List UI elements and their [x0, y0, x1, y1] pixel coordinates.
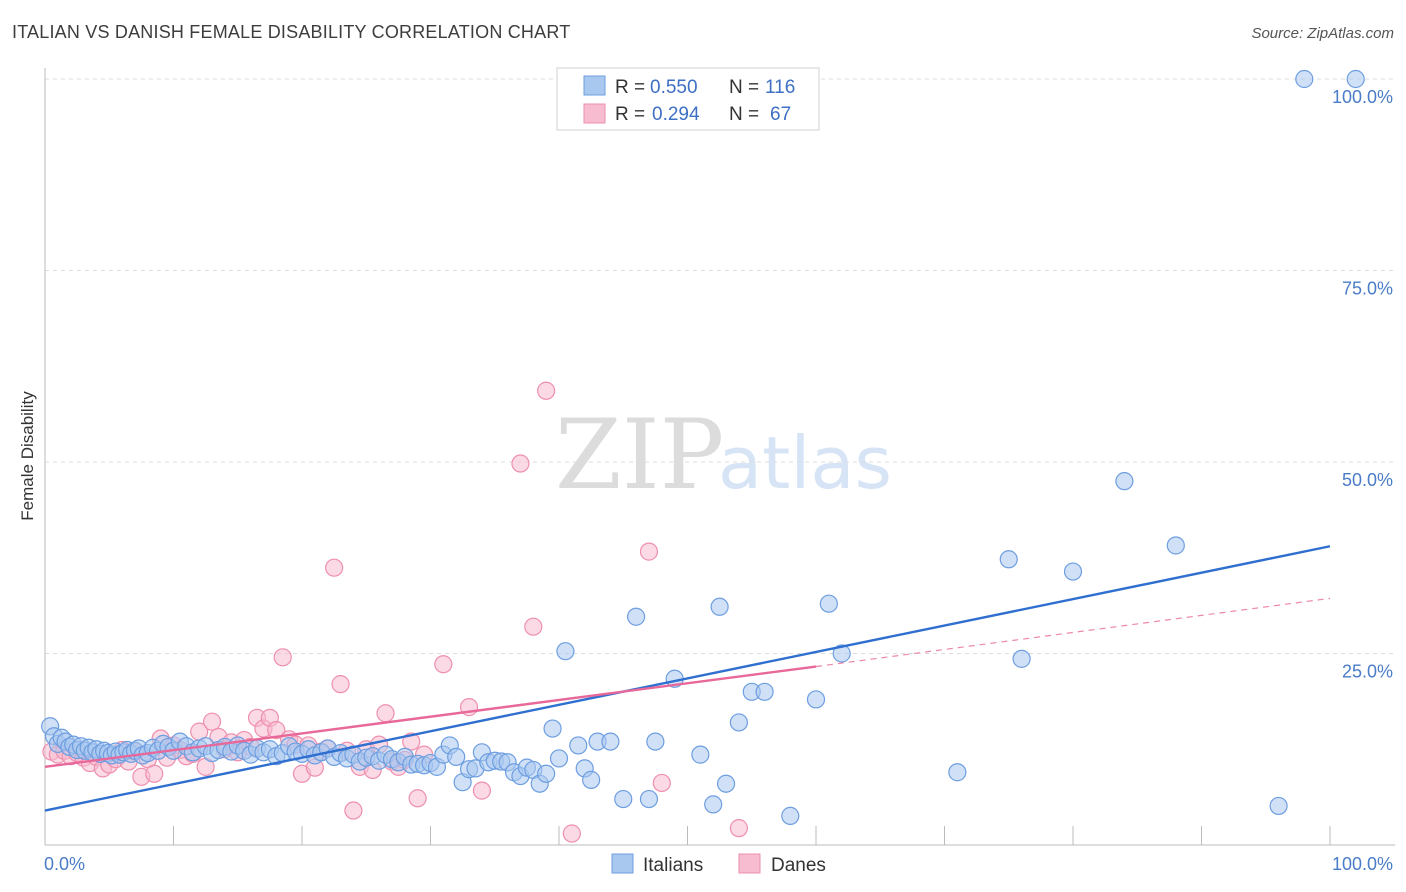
legend-n-label-danes: N = [729, 104, 759, 125]
series-legend: Italians Danes [611, 853, 826, 876]
italians-point [1115, 472, 1134, 491]
italians-point [832, 644, 851, 663]
italians-point [1166, 536, 1185, 555]
italians-point [704, 795, 723, 814]
italians-point [999, 550, 1018, 569]
y-tick-label: 25.0% [1342, 662, 1393, 682]
italians-point [819, 594, 838, 613]
italians-point [639, 789, 659, 809]
trend-lines [44, 545, 1331, 812]
y-axis-title: Female Disability [18, 391, 37, 521]
bottom-legend-swatch-italians [611, 853, 634, 874]
watermark-atlas: atlas [718, 421, 892, 505]
italians-point [556, 642, 575, 661]
grid-lines [45, 78, 1395, 654]
italians-point [691, 745, 710, 764]
italians-point [948, 763, 967, 782]
source-label: Source: ZipAtlas.com [1251, 25, 1394, 42]
italians-point [1269, 796, 1288, 816]
danes-point [537, 381, 556, 400]
italians-point [1346, 69, 1365, 89]
danes-point [472, 781, 491, 800]
danes-point [376, 704, 395, 723]
danes-point [344, 801, 363, 820]
bottom-legend-label-italians: Italians [643, 855, 703, 876]
italians-point [716, 774, 736, 793]
italians-point [543, 719, 562, 738]
danes-point [524, 617, 543, 636]
italians-point [1063, 562, 1083, 581]
danes-point [562, 824, 581, 843]
italians-point [447, 747, 466, 767]
y-tick-label: 75.0% [1342, 279, 1393, 299]
danes-point [434, 655, 453, 674]
italians-point [1012, 649, 1031, 668]
watermark-zip: ZIP [555, 399, 724, 511]
chart-title: ITALIAN VS DANISH FEMALE DISABILITY CORR… [12, 22, 571, 42]
watermark: ZIP atlas [555, 399, 892, 511]
danes-trend-extension [815, 597, 1331, 668]
danes-point [639, 542, 659, 561]
italians-point [601, 732, 620, 751]
italians-point [569, 736, 588, 755]
bottom-legend-swatch-danes [738, 853, 761, 874]
bottom-legend-label-danes: Danes [771, 855, 826, 876]
legend-n-value-italians: 116 [765, 77, 795, 98]
legend-r-label-italians: R = [615, 77, 645, 98]
legend-r-label-danes: R = [615, 104, 645, 125]
axes [44, 68, 1395, 846]
stats-legend: R = 0.550 N = 116 R = 0.294 N = 67 [556, 67, 820, 131]
danes-point [202, 712, 222, 731]
italians-point [582, 770, 601, 789]
italians-point [806, 690, 826, 709]
legend-swatch-danes [583, 103, 606, 124]
italians-point [781, 806, 800, 825]
italians-point [537, 764, 556, 783]
legend-r-value-danes: 0.294 [652, 104, 700, 125]
legend-n-value-danes: 67 [770, 104, 791, 125]
danes-point [408, 789, 427, 808]
tick-labels: 25.0% 50.0% 75.0% 100.0% 0.0% 100.0% [44, 87, 1393, 874]
italians-point [710, 597, 729, 616]
italians-trend-line [44, 545, 1331, 812]
danes-point [729, 819, 749, 838]
danes-point [267, 720, 286, 740]
italians-point [1295, 69, 1314, 89]
danes-point [652, 773, 671, 793]
italians-point [626, 607, 646, 626]
x-tick-label: 0.0% [44, 854, 85, 874]
legend-r-value-italians: 0.550 [650, 77, 698, 98]
danes-point [145, 764, 164, 783]
x-tick-label: 100.0% [1332, 854, 1393, 874]
danes-trend-line [44, 665, 817, 769]
italians-point [646, 732, 665, 751]
legend-n-label-italians: N = [729, 77, 759, 98]
legend-swatch-italians [583, 75, 606, 96]
italians-point [549, 749, 569, 768]
danes-point [511, 454, 530, 473]
italians-point [614, 789, 633, 809]
italians-point [755, 682, 774, 701]
danes-point [331, 675, 350, 694]
y-tick-label: 100.0% [1332, 87, 1393, 107]
danes-point [273, 648, 292, 667]
danes-point [402, 732, 421, 751]
danes-point [325, 558, 344, 577]
italians-point [729, 713, 749, 732]
y-tick-label: 50.0% [1342, 470, 1393, 490]
